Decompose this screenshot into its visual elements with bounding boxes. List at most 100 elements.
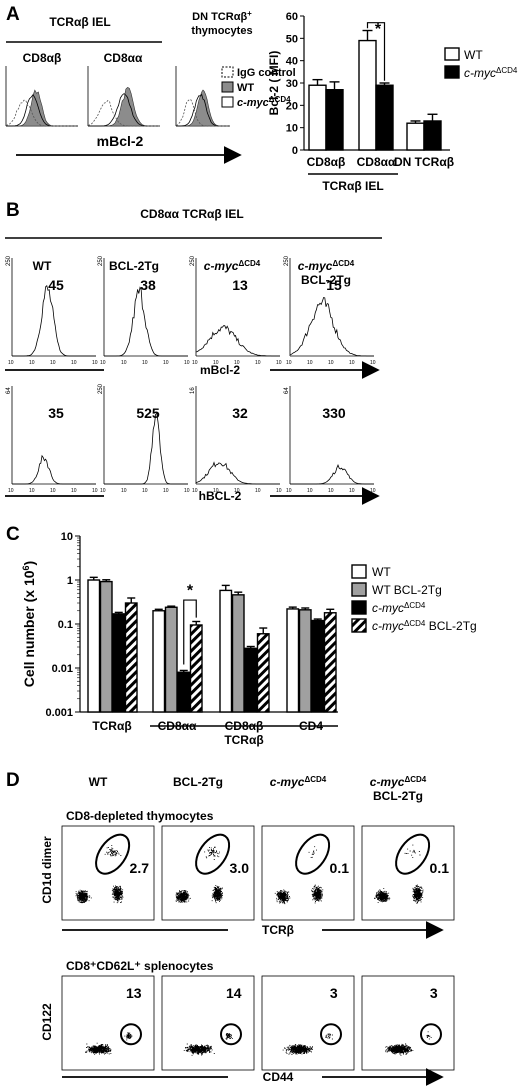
plot-frame <box>161 975 255 1071</box>
legend-swatch <box>351 582 367 597</box>
plot-frame <box>61 975 155 1071</box>
hist-tick-label: 10 <box>184 488 190 494</box>
hist-ymax: 250 <box>98 383 104 394</box>
legend-label-igg: IgG control <box>237 67 296 79</box>
panel-c: C 10 1 0.1 0.01 0.001 Cell number (x 106) TCRα… <box>6 524 477 747</box>
bar <box>219 589 233 713</box>
hist-value: 38 <box>140 277 156 293</box>
hist-value: 15 <box>326 277 342 293</box>
panel-letter: D <box>6 770 20 791</box>
hist-ymax: 250 <box>6 255 12 266</box>
hist-tick-label: 10 <box>50 360 56 366</box>
d-row2-title: CD8⁺CD62L⁺ splenocytes <box>66 959 214 973</box>
y-tick-label: 30 <box>286 78 298 90</box>
y-tick-label: 10 <box>286 123 298 135</box>
hist-ymax: 250 <box>98 255 104 266</box>
gate-ellipse <box>95 833 131 875</box>
column-header-line2: BCL-2Tg <box>373 789 423 803</box>
hist-tick-label: 10 <box>142 488 148 494</box>
legend-label: c-mycΔCD4 <box>372 601 426 615</box>
hist-value: 45 <box>48 277 64 293</box>
bar <box>311 619 325 713</box>
hist-tick-label: 10 <box>276 360 282 366</box>
d-row2-xlabel: CD44 <box>263 1070 294 1084</box>
gate-circle <box>220 1023 242 1046</box>
hist-label-cd8ab: CD8αβ <box>23 51 62 65</box>
d-dot-plots: 2.7 3.0 0.1 0.1 13 14 3 3 <box>61 825 455 1071</box>
hist-curve <box>12 284 96 357</box>
bar <box>375 84 394 151</box>
category-label: CD8αα <box>357 155 396 169</box>
dot-cloud <box>85 1032 133 1055</box>
bar <box>87 579 101 713</box>
b-header: CD8αα TCRαβ IEL <box>140 207 243 221</box>
hist-ymax: 16 <box>190 387 196 394</box>
hist-tick-label: 10 <box>234 360 240 366</box>
group-label: TCRαβ <box>224 733 263 747</box>
bar <box>323 612 337 713</box>
hist-cmyc <box>6 93 78 127</box>
dn-label-line2: thymocytes <box>191 25 252 37</box>
b-histograms: 250 10 10 10 10 10 45 250 10 10 10 10 10 38 250 10 10 10 1… <box>6 255 376 494</box>
hist-tick-label: 10 <box>92 360 98 366</box>
hist-tick-label: 10 <box>213 360 219 366</box>
legend-swatch <box>444 47 460 61</box>
y-tick-label: 0.1 <box>58 619 73 631</box>
hist-tick-label: 10 <box>213 488 219 494</box>
gate-ellipse <box>195 833 231 875</box>
hist-ymax: 250 <box>284 255 290 266</box>
y-tick-label: 0.01 <box>52 663 73 675</box>
hist-tick-label: 10 <box>184 360 190 366</box>
hist-value: 13 <box>232 277 248 293</box>
legend-swatch <box>351 564 367 579</box>
hist-tick-label: 10 <box>286 360 292 366</box>
y-tick-label: 0.001 <box>45 707 73 719</box>
axis-label: mBcl-2 <box>97 133 144 149</box>
hist-igg <box>175 99 230 127</box>
hist-ymax: 64 <box>6 387 12 394</box>
d-row2-ylabel: CD122 <box>40 1003 54 1041</box>
bar <box>286 608 300 713</box>
column-header-line2: BCL-2Tg <box>301 273 351 287</box>
gate-value: 0.1 <box>330 860 350 876</box>
group-label: TCRαβ IEL <box>49 15 110 29</box>
legend-swatch <box>351 618 367 633</box>
hist-tick-label: 10 <box>29 360 35 366</box>
legend-swatch <box>351 600 367 615</box>
gate-value: 14 <box>226 985 242 1001</box>
bar <box>112 613 126 713</box>
hist-tick-label: 10 <box>8 488 14 494</box>
hist-tick-label: 10 <box>307 360 313 366</box>
category-label: DN TCRαβ <box>394 155 454 169</box>
hist-igg <box>5 99 78 127</box>
hist-tick-label: 10 <box>163 488 169 494</box>
hist-cmyc <box>176 93 230 127</box>
bar <box>406 122 425 151</box>
hist-tick-label: 10 <box>370 488 376 494</box>
dot-cloud <box>175 846 223 904</box>
hist-curve <box>289 296 374 357</box>
plot-frame <box>61 825 155 921</box>
y-tick-label: 1 <box>67 575 73 587</box>
hist-value: 35 <box>48 405 64 421</box>
gate-value: 0.1 <box>430 860 450 876</box>
dot-cloud <box>183 1033 233 1056</box>
bar <box>231 594 245 713</box>
hist-tick-label: 10 <box>29 488 35 494</box>
legend-label-wt: WT <box>237 82 254 94</box>
legend-swatch-igg <box>221 66 234 78</box>
hist-tick-label: 10 <box>370 360 376 366</box>
column-header: BCL-2Tg <box>109 259 159 273</box>
gate-value: 3 <box>330 985 338 1001</box>
hist-tick-label: 10 <box>8 360 14 366</box>
hist-tick-label: 10 <box>121 360 127 366</box>
gate-circle <box>420 1023 442 1046</box>
dot-cloud <box>374 844 424 904</box>
panel-b: B CD8αα TCRαβ IEL WT BCL-2Tg c-mycΔCD4 c-my… <box>5 200 382 505</box>
panel-letter: B <box>6 200 20 221</box>
